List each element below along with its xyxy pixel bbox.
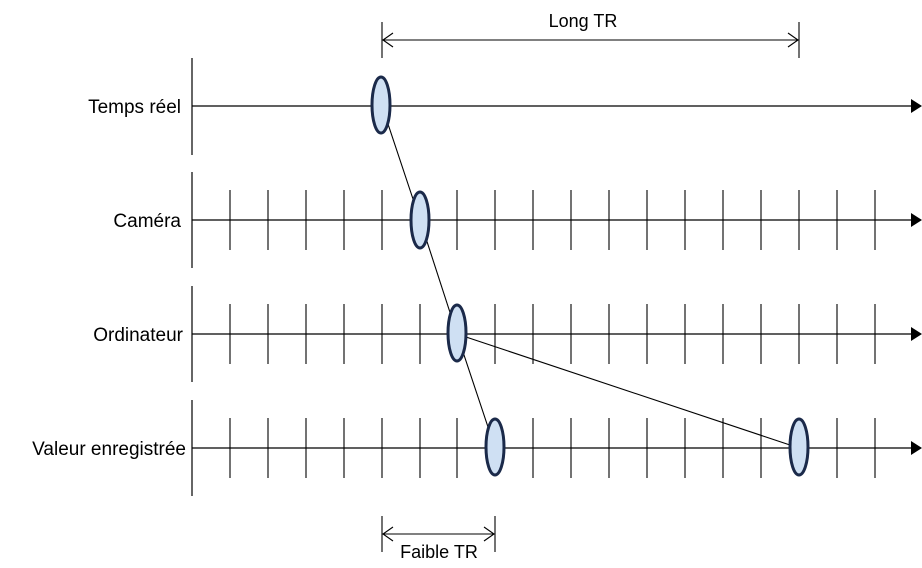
faible-tr-left-arrowhead — [382, 526, 394, 542]
tick-marks-ordinateur — [229, 304, 876, 364]
long-tr-right-arrowhead — [787, 32, 799, 48]
row-temps-reel: Temps réel — [88, 58, 922, 155]
row-ordinateur: Ordinateur — [93, 286, 922, 382]
faible-tr-measure: Faible TR — [381, 516, 496, 562]
axis-arrowhead-temps-reel — [911, 99, 922, 113]
long-tr-measure: Long TR — [381, 11, 800, 58]
event-marker-valeur-short — [484, 417, 506, 477]
long-tr-left-arrowhead — [382, 32, 394, 48]
tick-marks-valeur-enregistree — [229, 418, 876, 478]
row-label-temps-reel: Temps réel — [88, 97, 181, 118]
tick-marks-camera — [229, 190, 876, 250]
long-tr-label: Long TR — [549, 11, 618, 31]
faible-tr-right-arrowhead — [483, 526, 495, 542]
event-connectors — [381, 105, 800, 449]
row-label-camera: Caméra — [113, 211, 181, 232]
faible-tr-label: Faible TR — [400, 542, 478, 562]
axis-arrowhead-valeur-enregistree — [911, 441, 922, 455]
event-marker-ordinateur — [446, 303, 468, 363]
event-marker-temps-reel — [370, 75, 392, 135]
event-marker-valeur-long — [788, 417, 810, 477]
connector-ordinateur-to-valeur-long — [456, 333, 800, 449]
axis-arrowhead-ordinateur — [911, 327, 922, 341]
event-marker-camera — [409, 190, 431, 250]
event-markers — [370, 75, 810, 477]
row-label-ordinateur: Ordinateur — [93, 325, 183, 346]
row-label-valeur-enregistree: Valeur enregistrée — [32, 439, 186, 460]
axis-arrowhead-camera — [911, 213, 922, 227]
row-camera: Caméra — [113, 172, 922, 268]
